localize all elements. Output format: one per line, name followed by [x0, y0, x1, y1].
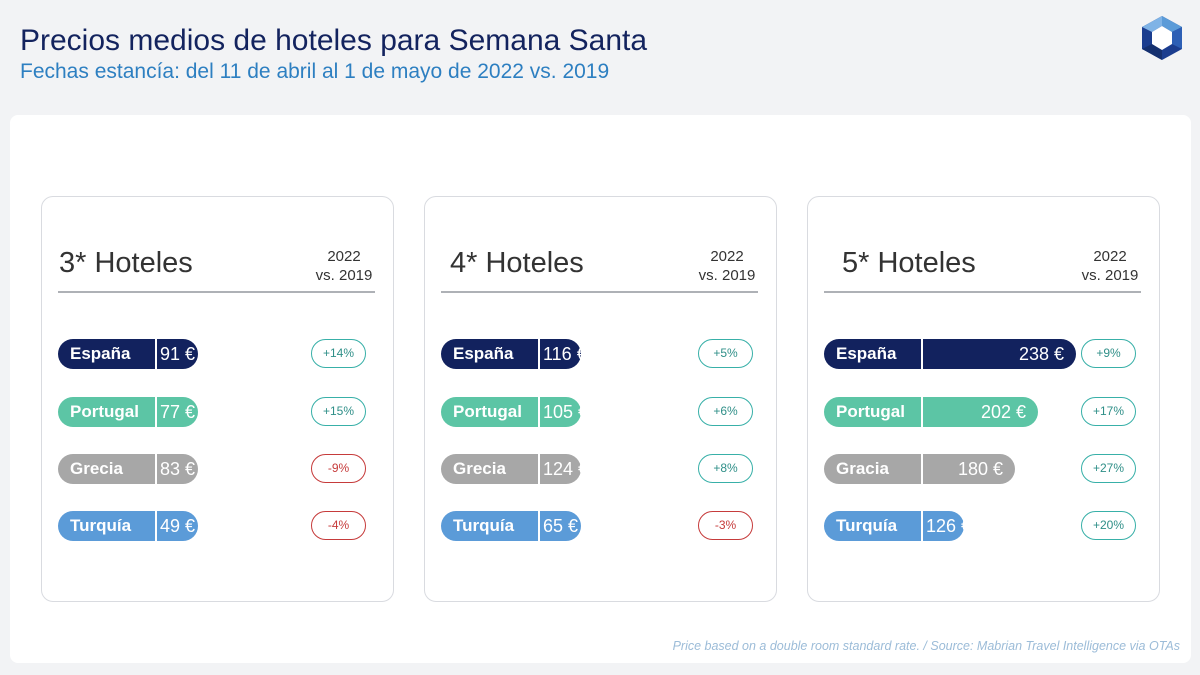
category-label: España [70, 344, 131, 363]
bar-divider [538, 454, 540, 484]
category-label: España [453, 344, 514, 363]
change-badge: +20% [1081, 511, 1136, 540]
bar-divider [155, 397, 157, 427]
bar [58, 397, 198, 427]
period-label: 2022 vs. 2019 [1070, 247, 1150, 285]
bar-divider [155, 454, 157, 484]
bar-row: España 116 € +5% [425, 339, 776, 369]
period-year: 2022 [710, 248, 744, 265]
bar-row: Turquía 49 € -4% [42, 511, 393, 541]
change-badge: +6% [698, 397, 753, 426]
data-label: 124 € [543, 459, 589, 479]
change-badge: +14% [311, 339, 366, 368]
data-label: 116 € [543, 344, 587, 364]
chart-title: 3* Hoteles [59, 247, 193, 279]
data-label: 105 € [543, 402, 589, 422]
period-comparison: vs. 2019 [315, 267, 373, 284]
bar [58, 339, 198, 369]
data-label: 126 € [926, 516, 972, 536]
bar-divider [155, 339, 157, 369]
data-label: 49 € [160, 516, 196, 536]
period-label: 2022 vs. 2019 [304, 247, 384, 285]
bar-divider [538, 511, 540, 541]
category-label: España [836, 344, 897, 363]
change-badge: +27% [1081, 454, 1136, 483]
data-label: 238 € [1018, 344, 1064, 364]
bar-divider [538, 339, 540, 369]
bar-row: Turquía 65 € -3% [425, 511, 776, 541]
bar [441, 511, 581, 541]
category-label: Portugal [453, 402, 522, 421]
bar [824, 339, 1076, 369]
bar [824, 454, 1015, 484]
category-label: Portugal [836, 402, 905, 421]
bar-divider [921, 397, 923, 427]
header-divider [58, 291, 375, 293]
data-label: 202 € [980, 402, 1026, 422]
bar-divider [921, 454, 923, 484]
change-badge: +15% [311, 397, 366, 426]
change-badge: +8% [698, 454, 753, 483]
change-badge: +17% [1081, 397, 1136, 426]
period-year: 2022 [1093, 248, 1127, 265]
mabrian-logo [1142, 16, 1182, 60]
page-subtitle: Fechas estancía: del 11 de abril al 1 de… [20, 60, 610, 83]
chart-card: 4* Hoteles 2022 vs. 2019 España 116 € +5% Port… [424, 196, 777, 602]
category-label: Portugal [70, 402, 139, 421]
bar-divider [921, 339, 923, 369]
bar [824, 397, 1038, 427]
bar-row: Grecia 83 € -9% [42, 454, 393, 484]
change-badge: -4% [311, 511, 366, 540]
bar-divider [155, 511, 157, 541]
bar-row: Grecia 124 € +8% [425, 454, 776, 484]
bar [824, 511, 964, 541]
header-divider [441, 291, 758, 293]
chart-title: 4* Hoteles [450, 247, 584, 279]
header-divider [824, 291, 1141, 293]
data-label: 77 € [160, 402, 196, 422]
category-label: Grecia [453, 459, 506, 478]
data-label: 83 € [160, 459, 196, 479]
period-comparison: vs. 2019 [698, 267, 756, 284]
bar-divider [921, 511, 923, 541]
bar-row: Gracia 180 € +27% [808, 454, 1159, 484]
source-note: Price based on a double room standard ra… [672, 639, 1180, 653]
change-badge: +5% [698, 339, 753, 368]
period-comparison: vs. 2019 [1081, 267, 1139, 284]
bar-row: Portugal 202 € +17% [808, 397, 1159, 427]
bar-row: Turquía 126 € +20% [808, 511, 1159, 541]
bar [441, 397, 581, 427]
category-label: Turquía [70, 516, 132, 535]
chart-card: 5* Hoteles 2022 vs. 2019 España 238 € +9% Port… [807, 196, 1160, 602]
data-label: 65 € [543, 516, 579, 536]
category-label: Turquía [453, 516, 515, 535]
category-label: Turquía [836, 516, 898, 535]
bar-row: Portugal 105 € +6% [425, 397, 776, 427]
bar-divider [538, 397, 540, 427]
bar [58, 454, 198, 484]
bar-row: Portugal 77 € +15% [42, 397, 393, 427]
chart-title: 5* Hoteles [842, 247, 976, 279]
period-label: 2022 vs. 2019 [687, 247, 767, 285]
bar-row: España 238 € +9% [808, 339, 1159, 369]
data-label: 91 € [160, 344, 196, 364]
category-label: Grecia [70, 459, 123, 478]
category-label: Gracia [836, 459, 889, 478]
bar [58, 511, 198, 541]
chart-card: 3* Hoteles 2022 vs. 2019 España 91 € +14% Port… [41, 196, 394, 602]
period-year: 2022 [327, 248, 361, 265]
data-label: 180 € [957, 459, 1003, 479]
bar [441, 339, 581, 369]
bar-row: España 91 € +14% [42, 339, 393, 369]
change-badge: +9% [1081, 339, 1136, 368]
change-badge: -3% [698, 511, 753, 540]
change-badge: -9% [311, 454, 366, 483]
bar [441, 454, 581, 484]
page-title: Precios medios de hoteles para Semana Sa… [20, 24, 648, 57]
